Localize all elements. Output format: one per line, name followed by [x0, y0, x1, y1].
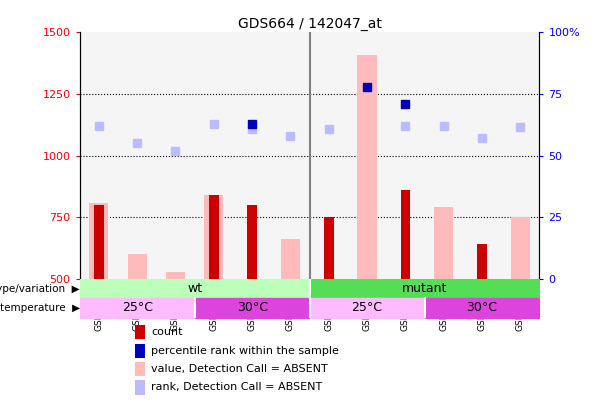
- Bar: [247, 205, 257, 279]
- Text: wt: wt: [187, 282, 202, 295]
- Bar: [135, 344, 145, 358]
- Bar: [135, 325, 145, 339]
- Text: temperature  ▶: temperature ▶: [0, 303, 80, 313]
- Text: 25°C: 25°C: [351, 301, 383, 314]
- Bar: [324, 217, 333, 279]
- Text: 30°C: 30°C: [237, 301, 268, 314]
- Text: value, Detection Call = ABSENT: value, Detection Call = ABSENT: [151, 364, 328, 374]
- Bar: [204, 195, 223, 279]
- Bar: [135, 362, 145, 376]
- Text: rank, Detection Call = ABSENT: rank, Detection Call = ABSENT: [151, 382, 322, 392]
- Bar: [94, 205, 104, 279]
- Text: 30°C: 30°C: [466, 301, 498, 314]
- Text: genotype/variation  ▶: genotype/variation ▶: [0, 284, 80, 294]
- Bar: [400, 190, 410, 279]
- Bar: [128, 254, 147, 279]
- Text: mutant: mutant: [402, 282, 447, 295]
- Title: GDS664 / 142047_at: GDS664 / 142047_at: [238, 17, 381, 31]
- Bar: [166, 271, 185, 279]
- Bar: [511, 217, 530, 279]
- Bar: [357, 55, 376, 279]
- Bar: [135, 380, 145, 394]
- Bar: [434, 207, 453, 279]
- Bar: [89, 202, 109, 279]
- Text: percentile rank within the sample: percentile rank within the sample: [151, 346, 339, 356]
- Bar: [209, 195, 219, 279]
- Bar: [477, 244, 487, 279]
- Text: 25°C: 25°C: [121, 301, 153, 314]
- Bar: [281, 239, 300, 279]
- Text: count: count: [151, 327, 183, 337]
